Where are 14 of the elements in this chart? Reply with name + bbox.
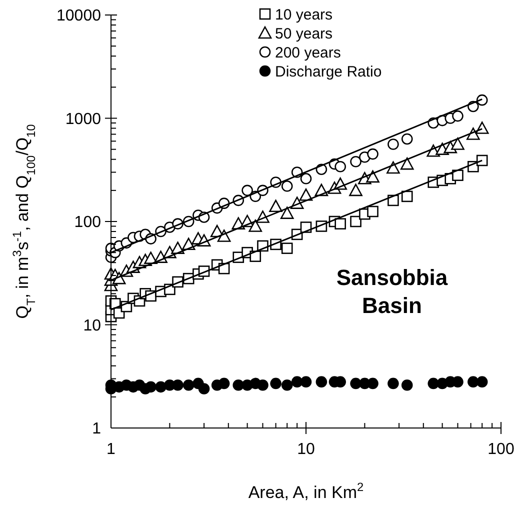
legend-label: 200 years [275, 44, 341, 62]
x-tick-label: 10 [297, 441, 315, 458]
x-axis-title: Area, A, in Km$^{2}$ [248, 480, 364, 502]
y-tick-label: 1000 [65, 110, 102, 128]
legend-label: 50 years [275, 25, 333, 42]
legend-label: Discharge Ratio [275, 63, 382, 80]
legend-label: 10 years [275, 6, 333, 24]
x-tick-label: 1 [106, 441, 116, 458]
y-tick-label: 10 [83, 317, 102, 334]
x-tick-label: 100 [488, 441, 514, 458]
y-tick-label: 10000 [56, 8, 102, 25]
y-tick-label: 1 [92, 420, 102, 438]
y-tick-label: 100 [74, 214, 102, 232]
annotation: Sansobbia Basin [336, 265, 448, 318]
